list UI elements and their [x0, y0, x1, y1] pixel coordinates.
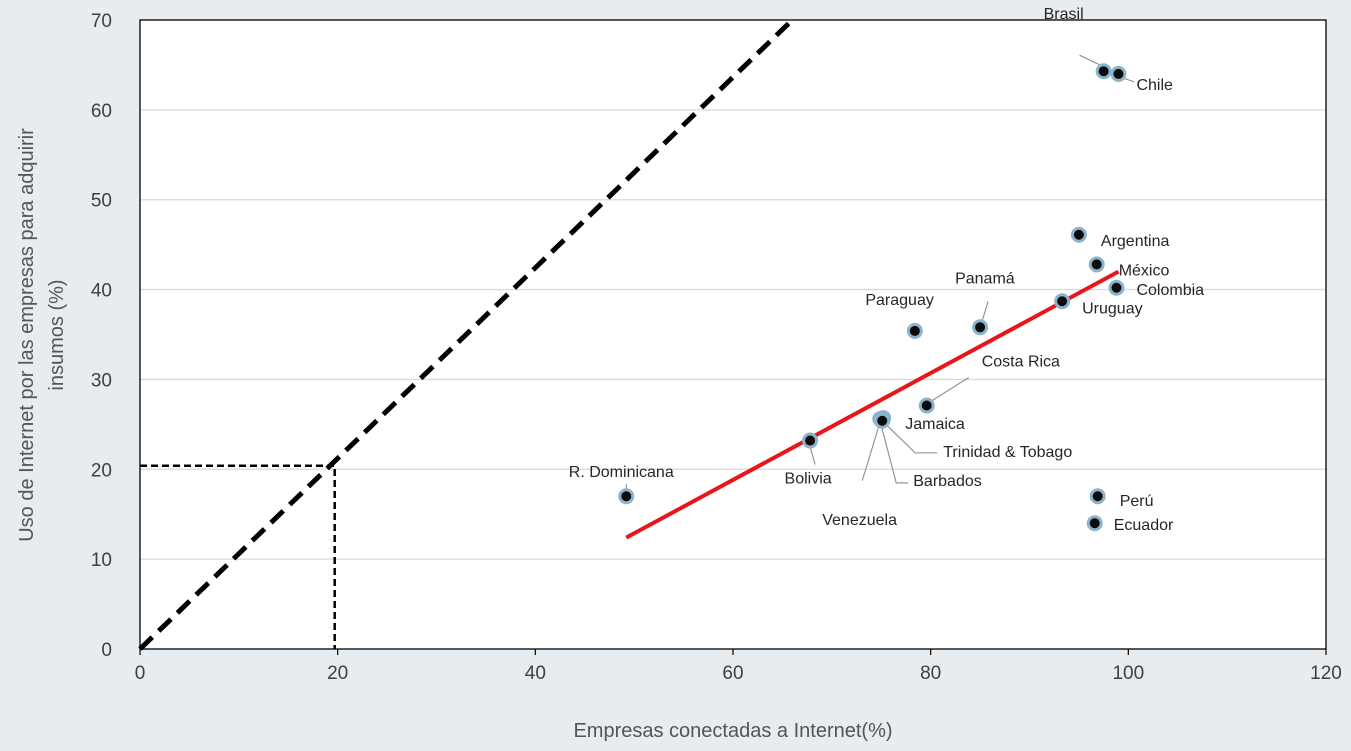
point-mexico — [1088, 256, 1105, 273]
point-costa-rica — [918, 397, 935, 414]
trend-line-layer — [625, 269, 1120, 540]
tick-labels: 0 10 20 30 40 50 60 70 0 20 40 60 80 100 120 — [91, 11, 1342, 684]
y-tick-label: 20 — [91, 460, 112, 481]
x-tick-label: 100 — [1112, 663, 1144, 684]
trend-line — [625, 269, 1120, 540]
x-tick-label: 60 — [722, 663, 743, 684]
x-tick-label: 0 — [135, 663, 146, 684]
y-tick-label: 0 — [101, 640, 112, 661]
leader-venezuela — [861, 424, 880, 481]
y-tick-label: 70 — [91, 11, 112, 32]
label-colombia: Colombia — [1136, 282, 1204, 299]
label-chile: Chile — [1136, 77, 1173, 94]
y-tick-label: 10 — [91, 550, 112, 571]
label-costa-rica: Costa Rica — [982, 353, 1060, 370]
y-tick-label: 40 — [91, 281, 112, 302]
leader-panama — [981, 301, 989, 322]
y-tick-label: 30 — [91, 370, 112, 391]
label-uruguay: Uruguay — [1082, 300, 1142, 317]
data-points — [618, 63, 1127, 532]
point-ecuador — [1086, 515, 1103, 532]
x-tick-label: 40 — [525, 663, 546, 684]
point-uruguay — [1054, 293, 1071, 310]
label-panama: Panamá — [955, 270, 1015, 287]
label-argentina: Argentina — [1101, 233, 1170, 250]
point-r-dominicana — [618, 488, 635, 505]
point-brasil — [1095, 63, 1112, 80]
point-paraguay — [906, 322, 923, 339]
point-colombia — [1108, 279, 1125, 296]
point-peru — [1089, 488, 1106, 505]
gridlines — [140, 109, 1326, 560]
label-brasil: Brasil — [1044, 6, 1084, 23]
reference-lines — [138, 18, 795, 651]
reference-diagonal-line — [138, 18, 795, 651]
x-tick-label: 80 — [920, 663, 941, 684]
leader-barbados — [879, 421, 909, 484]
leader-brasil — [1079, 54, 1101, 66]
x-tick-label: 20 — [327, 663, 348, 684]
x-tick-label: 120 — [1310, 663, 1342, 684]
point-chile — [1110, 65, 1127, 82]
point-bolivia — [802, 432, 819, 449]
leader-costa-rica — [930, 377, 970, 402]
y-tick-label: 50 — [91, 191, 112, 212]
leader-trinidad-tobago — [882, 421, 938, 454]
plot-area — [140, 20, 1326, 649]
point-argentina — [1070, 226, 1087, 243]
label-bolivia: Bolivia — [785, 471, 832, 488]
y-axis-title-line-1: Uso de Internet por las empresas para ad… — [16, 128, 38, 542]
y-tick-label: 60 — [91, 101, 112, 122]
y-axis-title-line-2: insumos (%) — [46, 279, 68, 390]
label-trinidad-tobago: Trinidad & Tobago — [943, 444, 1072, 461]
label-mexico: México — [1119, 262, 1170, 279]
x-axis-title: Empresas conectadas a Internet(%) — [573, 720, 892, 742]
label-paraguay: Paraguay — [865, 292, 934, 309]
label-barbados: Barbados — [913, 473, 982, 490]
label-r-dominicana: R. Dominicana — [569, 464, 674, 481]
label-venezuela: Venezuela — [822, 512, 897, 529]
label-ecuador: Ecuador — [1114, 517, 1174, 534]
label-jamaica: Jamaica — [905, 416, 965, 433]
point-labels: Brasil Chile Argentina México ColombiaUrugua… — [569, 6, 1204, 534]
point-panama — [972, 319, 989, 336]
leader-bolivia — [809, 446, 816, 465]
label-peru: Perú — [1120, 493, 1154, 510]
point-venezuela — [874, 412, 891, 429]
